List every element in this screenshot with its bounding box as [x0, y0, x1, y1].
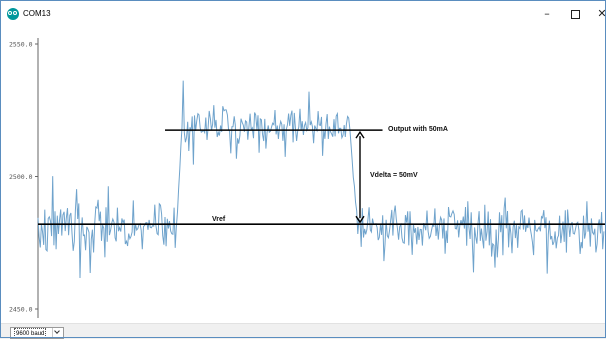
window-title: COM13 — [23, 9, 51, 18]
y-tick-label: 2500.0 — [9, 173, 33, 181]
minimize-button[interactable]: – — [544, 7, 550, 20]
baud-rate-select[interactable]: 9600 baud — [10, 327, 64, 339]
maximize-button[interactable] — [561, 1, 589, 27]
baud-rate-value: 9600 baud — [14, 328, 47, 338]
series-layer — [37, 80, 605, 279]
y-axis: 2550.0 2500.0 2450.0 — [9, 38, 39, 318]
y-tick-label: 2550.0 — [9, 41, 33, 49]
output-label: Output with 50mA — [388, 126, 448, 133]
close-button[interactable]: ✕ — [597, 7, 606, 20]
delta-label: Vdelta = 50mV — [370, 172, 418, 179]
arrow-up-icon — [355, 130, 365, 139]
signal-line — [37, 80, 605, 279]
maximize-icon — [570, 9, 580, 19]
chevron-down-icon[interactable] — [52, 328, 63, 338]
reference-layer: Output with 50mA Vref Vdelta = 50mV — [38, 126, 605, 225]
arduino-icon — [7, 8, 19, 20]
y-tick-label: 2450.0 — [9, 306, 33, 314]
arrow-down-icon — [355, 215, 365, 224]
vref-label: Vref — [212, 216, 226, 223]
status-bar: 9600 baud — [0, 323, 606, 339]
title-bar: COM13 – ✕ — [1, 1, 606, 27]
